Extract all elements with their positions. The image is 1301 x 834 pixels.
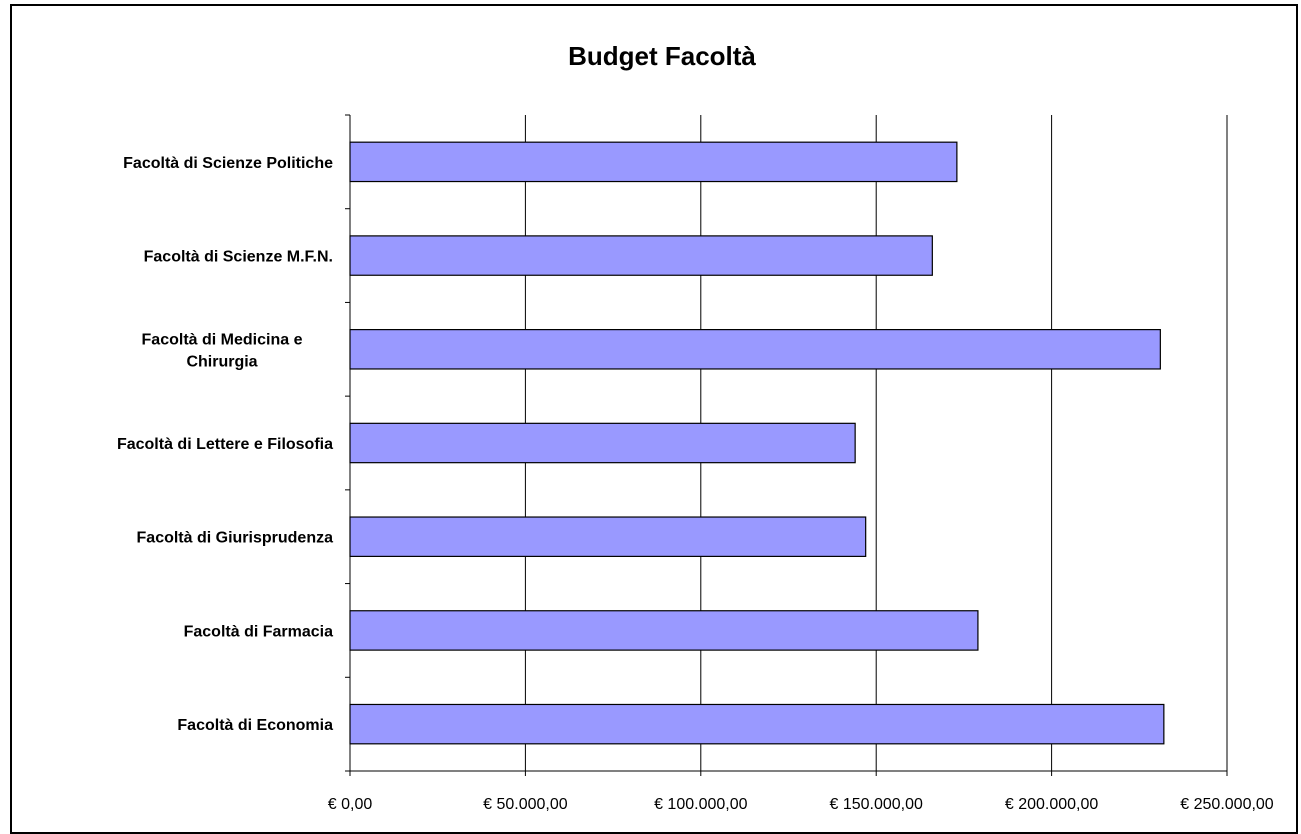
x-tick-labels: € 0,00 € 50.000,00 € 100.000,00 € 150.000,0… [328,796,1274,813]
bars [349,141,1165,745]
x-tick-label: € 50.000,00 [483,796,568,813]
bar [349,141,958,183]
axes [345,114,1228,776]
category-label: Facoltà di Farmacia [184,623,333,640]
category-label: Facoltà di Scienze Politiche [123,155,333,172]
x-tick-label: € 200.000,00 [1005,796,1099,813]
bar [349,235,933,276]
category-label: Facoltà di Lettere e Filosofia [117,436,333,453]
x-tick-label: € 0,00 [328,796,373,813]
category-labels: Facoltà di Scienze Politiche Facoltà di S… [117,155,333,734]
bar [349,610,979,651]
x-tick-label: € 250.000,00 [1180,796,1274,813]
category-label: Facoltà di Medicina e Chirurgia [142,331,303,370]
bar [349,516,867,557]
x-tick-label: € 150.000,00 [829,796,923,813]
bar [349,422,856,464]
category-label: Facoltà di Scienze M.F.N. [144,249,333,266]
bar [349,703,1165,745]
bar [349,329,1161,370]
chart-title: Budget Facoltà [568,41,756,71]
x-tick-label: € 100.000,00 [654,796,748,813]
category-label: Facoltà di Giurisprudenza [137,530,334,547]
category-label: Facoltà di Economia [177,717,333,734]
